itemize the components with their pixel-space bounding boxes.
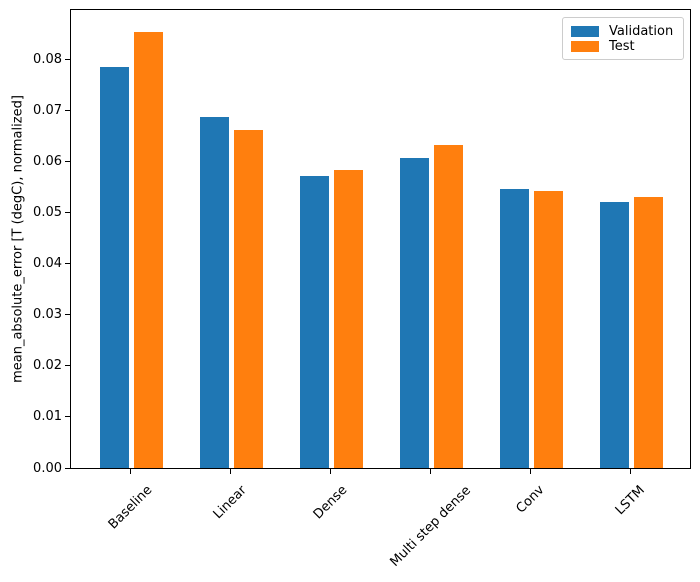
x-tick-mark: [430, 469, 431, 474]
y-tick-label: 0.02: [33, 358, 62, 374]
y-tick-label: 0.08: [33, 51, 62, 67]
x-tick-mark: [530, 469, 531, 474]
y-tick-mark: [65, 211, 70, 213]
bar-validation-linear: [199, 117, 229, 468]
y-tick-mark: [65, 109, 70, 111]
x-tick-label-linear: Linear: [210, 482, 250, 523]
x-tick-mark: [630, 469, 631, 474]
legend-label-test: Test: [609, 39, 635, 54]
y-tick-label: 0.03: [33, 307, 62, 323]
bar-validation-multi-step-dense: [399, 158, 429, 468]
y-tick-label: 0.07: [33, 102, 62, 118]
x-tick-label-multi-step-dense: Multi step dense: [386, 482, 474, 570]
x-tick-label-baseline: Baseline: [105, 482, 155, 533]
bar-validation-conv: [499, 189, 529, 468]
bar-test-conv: [533, 191, 563, 468]
legend-label-validation: Validation: [609, 24, 674, 39]
x-tick-mark: [230, 469, 231, 474]
bar-test-dense: [333, 170, 363, 468]
bar-validation-dense: [299, 176, 329, 468]
y-tick-label: 0.01: [33, 409, 62, 425]
y-tick-mark: [65, 58, 70, 60]
legend-item-test: Test: [571, 39, 675, 54]
y-tick-label: 0.05: [33, 204, 62, 220]
y-tick-label: 0.04: [33, 256, 62, 272]
y-axis-label: mean_absolute_error [T (degC), normalize…: [10, 95, 26, 383]
bar-validation-baseline: [99, 67, 129, 468]
bar-validation-lstm: [599, 202, 629, 468]
legend: Validation Test: [562, 17, 684, 60]
y-tick-mark: [65, 314, 70, 316]
bar-test-baseline: [133, 32, 163, 468]
x-tick-mark: [130, 469, 131, 474]
legend-item-validation: Validation: [571, 24, 675, 39]
y-tick-mark: [65, 416, 70, 418]
bar-test-lstm: [633, 197, 663, 468]
y-tick-mark: [65, 467, 70, 469]
bar-test-multi-step-dense: [433, 145, 463, 468]
y-tick-mark: [65, 263, 70, 265]
x-tick-label-dense: Dense: [310, 482, 350, 523]
bar-test-linear: [233, 130, 263, 468]
y-tick-mark: [65, 365, 70, 367]
x-tick-label-conv: Conv: [513, 483, 547, 517]
test-swatch-icon: [571, 41, 599, 52]
y-tick-mark: [65, 160, 70, 162]
plot-area: [70, 9, 691, 469]
validation-swatch-icon: [571, 26, 599, 37]
x-tick-mark: [330, 469, 331, 474]
y-tick-label: 0.06: [33, 153, 62, 169]
y-tick-label: 0.00: [33, 460, 62, 476]
x-tick-label-lstm: LSTM: [612, 483, 648, 519]
